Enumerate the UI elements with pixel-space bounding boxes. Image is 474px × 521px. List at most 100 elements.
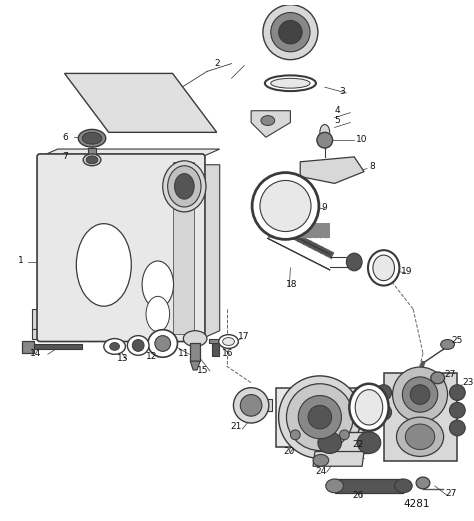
Ellipse shape <box>449 420 465 436</box>
Text: 3: 3 <box>339 86 345 95</box>
Ellipse shape <box>357 432 381 453</box>
Polygon shape <box>251 111 291 137</box>
Ellipse shape <box>449 384 465 401</box>
Ellipse shape <box>261 116 275 126</box>
Bar <box>32 329 40 339</box>
Bar <box>32 309 40 329</box>
Text: 22: 22 <box>352 440 364 449</box>
Text: 13: 13 <box>117 354 128 363</box>
Text: 25: 25 <box>451 336 463 345</box>
Ellipse shape <box>260 180 311 231</box>
Ellipse shape <box>148 330 177 357</box>
Ellipse shape <box>317 132 333 148</box>
Bar <box>254 400 272 411</box>
Ellipse shape <box>271 13 310 52</box>
Text: 1: 1 <box>18 255 24 265</box>
Ellipse shape <box>298 395 341 439</box>
Bar <box>268 222 330 239</box>
Polygon shape <box>64 73 217 132</box>
Text: 23: 23 <box>462 378 474 387</box>
Bar <box>88 148 96 158</box>
Polygon shape <box>190 361 200 370</box>
Ellipse shape <box>263 5 318 60</box>
Ellipse shape <box>318 432 341 453</box>
Text: 12: 12 <box>146 352 157 361</box>
Ellipse shape <box>240 394 262 416</box>
Text: 4: 4 <box>335 106 340 115</box>
Ellipse shape <box>86 156 98 164</box>
Ellipse shape <box>76 224 131 306</box>
Bar <box>28 344 82 350</box>
Text: 20: 20 <box>283 447 295 456</box>
Ellipse shape <box>376 384 392 401</box>
Ellipse shape <box>109 342 119 350</box>
Ellipse shape <box>376 404 392 420</box>
Bar <box>383 373 457 461</box>
FancyBboxPatch shape <box>37 154 205 342</box>
Text: 27: 27 <box>446 489 457 498</box>
Bar <box>173 162 194 333</box>
Bar <box>330 432 369 453</box>
Polygon shape <box>300 157 364 183</box>
Text: 21: 21 <box>230 423 242 431</box>
Ellipse shape <box>313 454 328 466</box>
Ellipse shape <box>252 172 319 239</box>
Ellipse shape <box>373 255 394 281</box>
Text: 8: 8 <box>369 162 375 171</box>
Polygon shape <box>40 149 219 157</box>
Ellipse shape <box>326 479 344 493</box>
Ellipse shape <box>155 336 171 351</box>
Polygon shape <box>313 452 364 466</box>
Ellipse shape <box>339 430 349 440</box>
Ellipse shape <box>405 424 435 450</box>
Ellipse shape <box>291 430 300 440</box>
Ellipse shape <box>394 479 412 493</box>
Text: 19: 19 <box>401 267 413 276</box>
Ellipse shape <box>104 339 126 354</box>
Ellipse shape <box>308 405 332 429</box>
Ellipse shape <box>410 384 430 404</box>
Bar <box>209 339 222 343</box>
Ellipse shape <box>233 388 269 423</box>
Ellipse shape <box>132 340 144 351</box>
Text: 2: 2 <box>215 59 220 68</box>
Ellipse shape <box>449 402 465 418</box>
Ellipse shape <box>279 20 302 44</box>
Text: 15: 15 <box>197 366 209 375</box>
Ellipse shape <box>223 338 235 345</box>
Text: 17: 17 <box>238 332 250 341</box>
Bar <box>22 341 34 353</box>
Text: 4281: 4281 <box>403 499 430 508</box>
Text: 10: 10 <box>356 135 368 144</box>
Ellipse shape <box>349 384 389 431</box>
Text: 5: 5 <box>335 116 340 125</box>
Ellipse shape <box>346 253 362 271</box>
Ellipse shape <box>168 166 201 207</box>
Text: 7: 7 <box>63 152 68 162</box>
Bar <box>335 479 403 493</box>
Ellipse shape <box>368 250 400 286</box>
Bar <box>190 343 200 361</box>
Text: 27: 27 <box>445 370 456 379</box>
Ellipse shape <box>146 296 170 332</box>
Ellipse shape <box>396 417 444 456</box>
Ellipse shape <box>271 78 310 88</box>
Bar <box>276 388 364 446</box>
Text: 9: 9 <box>322 204 328 213</box>
Text: 24: 24 <box>315 467 326 476</box>
Ellipse shape <box>128 336 149 355</box>
Ellipse shape <box>286 384 353 451</box>
Text: 6: 6 <box>63 133 68 142</box>
Ellipse shape <box>82 132 102 144</box>
Ellipse shape <box>265 76 316 91</box>
Ellipse shape <box>183 331 207 346</box>
Polygon shape <box>202 165 219 339</box>
Text: 16: 16 <box>222 349 233 358</box>
Ellipse shape <box>142 261 173 308</box>
Ellipse shape <box>355 390 383 425</box>
Ellipse shape <box>416 477 430 489</box>
Ellipse shape <box>320 125 330 140</box>
Ellipse shape <box>174 173 194 199</box>
Bar <box>212 341 219 356</box>
Ellipse shape <box>441 340 455 350</box>
